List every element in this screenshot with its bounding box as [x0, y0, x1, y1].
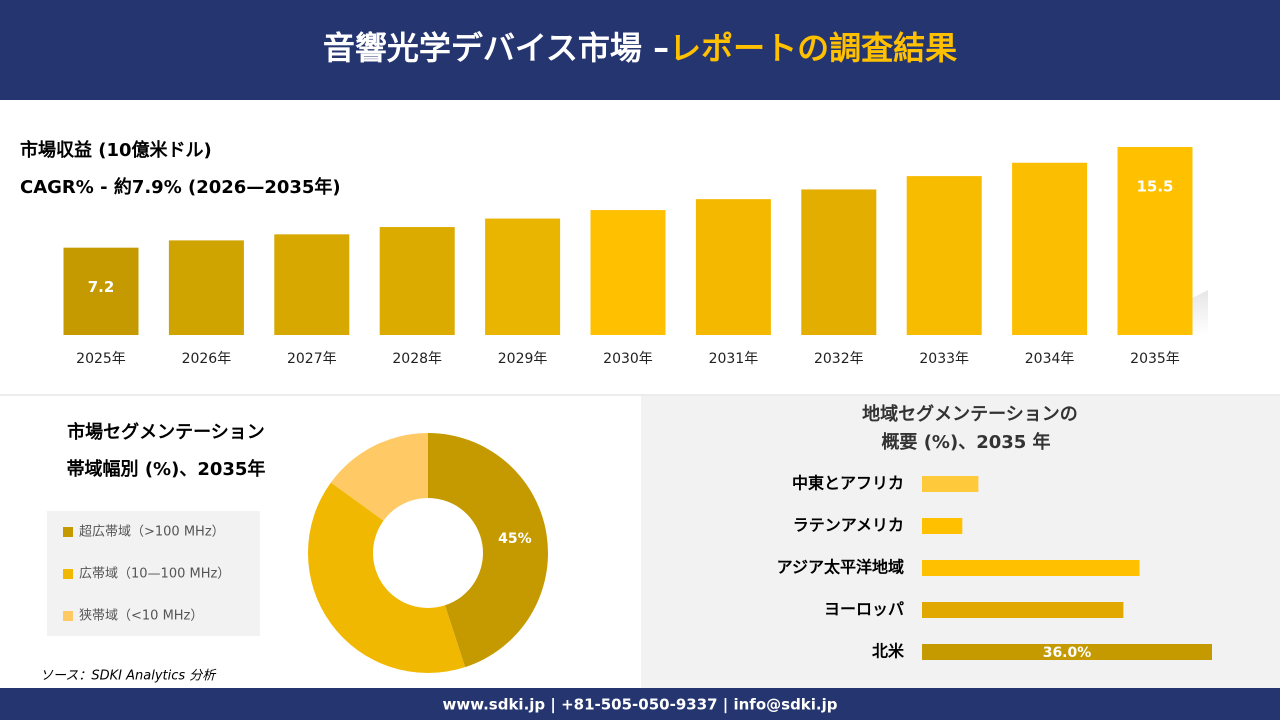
bar [922, 560, 1140, 576]
x-tick-label: 2035年 [1130, 351, 1180, 367]
header-title: 音響光学デバイス市場 –レポートの調査結果 [323, 29, 957, 67]
chart-subtitle: 概要 (%)、2035 年 [881, 431, 1050, 453]
legend-box [47, 511, 260, 636]
footer-band [0, 688, 1280, 720]
region-panel [641, 396, 1280, 688]
chart-subtitle: 帯域幅別 (%)、2035年 [67, 458, 266, 480]
source: ソース：SDKI Analytics 分析 [40, 669, 217, 684]
legend-label: 広帯域（10—100 MHz） [79, 567, 230, 582]
data-label: 36.0% [1043, 645, 1092, 661]
footer-contact: www.sdki.jp | +81-505-050-9337 | info@sd… [442, 696, 837, 715]
bar [379, 227, 455, 335]
x-tick-label: 2033年 [919, 351, 969, 367]
legend-swatch [63, 569, 73, 579]
donut-slice [308, 482, 466, 673]
title-main: 音響光学デバイス市場 – [323, 29, 669, 67]
x-tick-label: 2030年 [603, 351, 653, 367]
bar [1117, 147, 1193, 335]
y-tick-label: ラテンアメリカ [793, 516, 904, 535]
data-label: 15.5 [1136, 178, 1173, 196]
chart-title: 地域セグメンテーションの [862, 403, 1078, 425]
header-band [0, 0, 1280, 100]
bar [801, 189, 877, 335]
bar [1012, 162, 1088, 335]
x-tick-label: 2032年 [814, 351, 864, 367]
x-tick-label: 2031年 [709, 351, 759, 367]
bar [922, 602, 1124, 618]
bar [922, 644, 1212, 660]
x-tick-label: 2027年 [287, 351, 337, 367]
data-label: 45% [498, 531, 532, 547]
bar [590, 210, 666, 335]
bar [922, 518, 963, 534]
chart-title: 市場セグメンテーション [67, 421, 265, 443]
bar [922, 476, 979, 492]
chart-subtitle: CAGR% - 約7.9% (2026—2035年) [20, 176, 341, 198]
data-label: 7.2 [88, 278, 115, 296]
donut-slice [330, 433, 428, 521]
y-tick-label: アジア太平洋地域 [777, 558, 904, 577]
x-tick-label: 2034年 [1025, 351, 1075, 367]
y-tick-label: ヨーロッパ [824, 600, 904, 619]
y-tick-label: 北米 [872, 642, 905, 661]
legend-swatch [63, 527, 73, 537]
x-tick-label: 2029年 [498, 351, 548, 367]
donut-slice [428, 433, 549, 668]
bar [906, 176, 982, 335]
legend-label: 狭帯域（<10 MHz） [79, 609, 203, 624]
x-tick-label: 2028年 [392, 351, 442, 367]
legend-swatch [63, 611, 73, 621]
bar [168, 240, 244, 335]
bar [485, 218, 561, 335]
bar [63, 247, 139, 335]
bar [695, 199, 771, 335]
chart-title: 市場収益 (10億米ドル) [20, 139, 212, 161]
y-tick-label: 中東とアフリカ [792, 474, 904, 493]
x-tick-label: 2025年 [76, 351, 126, 367]
legend-label: 超広帯域（>100 MHz） [79, 525, 225, 540]
bar [274, 234, 350, 335]
title-highlight: レポートの調査結果 [669, 29, 957, 67]
x-tick-label: 2026年 [182, 351, 232, 367]
